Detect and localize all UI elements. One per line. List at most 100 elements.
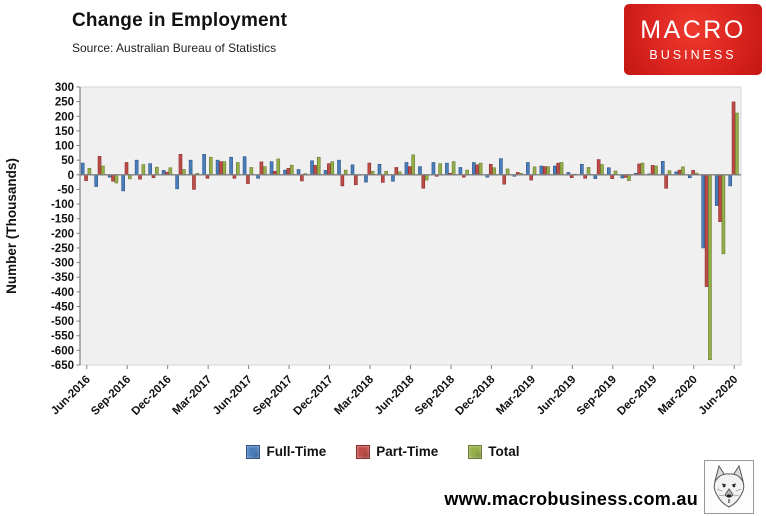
- bar-part-time-Jun-2016: [84, 174, 88, 181]
- logo-line1: MACRO: [640, 15, 746, 44]
- x-tick-label: Dec-2019: [615, 374, 659, 418]
- employment-bar-chart: 300 250 200 150 100 50 0 -50 -100 -150 -200 -250 -30…: [4, 82, 742, 418]
- macrobusiness-logo: MACRO BUSINESS: [624, 4, 762, 75]
- bar-full-time-Jun-2016: [80, 162, 85, 176]
- bar-part-time-Nov-2019: [637, 163, 641, 176]
- site-url: www.macrobusiness.com.au: [444, 489, 698, 509]
- bar-total-Nov-2019: [640, 162, 645, 176]
- chart-header: Change in Employment Source: Australian …: [72, 10, 287, 55]
- bar-total-Jul-2016: [101, 165, 105, 176]
- bar-part-time-Aug-2019: [596, 159, 601, 176]
- bar-total-Jul-2019: [586, 167, 591, 176]
- bar-full-time-Oct-2016: [134, 159, 139, 176]
- y-tick-label: -550: [51, 331, 74, 343]
- bar-total-Jun-2020: [735, 112, 739, 176]
- y-axis-title: Number (Thousands): [4, 158, 19, 294]
- bar-full-time-Jun-2018: [404, 162, 409, 176]
- legend-label: Part-Time: [376, 444, 439, 459]
- bar-part-time-Feb-2020: [677, 169, 682, 176]
- y-tick-label: -200: [51, 228, 74, 240]
- bar-part-time-Dec-2018: [488, 163, 493, 176]
- x-tick-label: Jun-2017: [211, 374, 255, 418]
- legend-item-part-time: Part-Time: [356, 444, 438, 459]
- bar-part-time-Nov-2017: [313, 165, 318, 176]
- bar-part-time-Feb-2017: [192, 174, 196, 190]
- bar-part-time-Jul-2018: [421, 174, 426, 189]
- bar-full-time-Oct-2018: [458, 167, 463, 176]
- x-tick-label: Jun-2016: [49, 374, 93, 418]
- x-tick-label: Dec-2018: [453, 373, 498, 418]
- bar-total-Mar-2019: [532, 166, 537, 176]
- bar-total-Jan-2017: [182, 169, 186, 176]
- bar-full-time-Mar-2017: [202, 154, 206, 176]
- page-title: Change in Employment: [72, 10, 288, 31]
- bar-part-time-May-2020: [718, 174, 722, 222]
- bar-full-time-Jun-2020: [728, 174, 733, 187]
- bar-part-time-Nov-2018: [475, 164, 480, 176]
- y-tick-label: 250: [55, 97, 74, 109]
- y-tick-label: -500: [51, 316, 74, 328]
- bar-total-Aug-2016: [114, 174, 119, 184]
- x-tick-label: Jun-2019: [535, 374, 579, 418]
- x-tick-label: Dec-2017: [291, 374, 335, 418]
- bar-total-Oct-2018: [465, 169, 469, 176]
- bar-full-time-Jun-2017: [242, 156, 247, 176]
- y-tick-label: -400: [51, 287, 74, 299]
- bar-total-Dec-2019: [654, 165, 658, 176]
- bar-full-time-Feb-2018: [350, 164, 355, 176]
- y-tick-label: 50: [61, 155, 74, 167]
- y-tick-label: 100: [55, 141, 74, 153]
- bar-part-time-Dec-2019: [650, 165, 655, 176]
- bar-total-Mar-2017: [209, 156, 213, 176]
- bar-part-time-Mar-2018: [367, 162, 372, 176]
- bar-full-time-Sep-2019: [607, 167, 611, 176]
- bar-part-time-Apr-2018: [381, 174, 385, 183]
- bar-part-time-Apr-2019: [542, 166, 547, 176]
- bar-total-Oct-2016: [141, 164, 146, 176]
- bar-part-time-Apr-2020: [704, 174, 709, 287]
- x-tick-label: Sep-2017: [251, 374, 295, 418]
- bar-total-Jan-2019: [505, 168, 510, 176]
- footer: www.macrobusiness.com.au: [0, 489, 766, 510]
- bar-full-time-Apr-2018: [377, 163, 382, 176]
- total-swatch-icon: [468, 444, 483, 459]
- y-tick-label: -450: [51, 301, 74, 313]
- bar-part-time-Jul-2017: [259, 161, 264, 176]
- y-tick-label: -350: [51, 272, 74, 284]
- y-tick-label: -150: [51, 214, 74, 226]
- bar-total-Dec-2018: [492, 167, 496, 176]
- bar-total-Apr-2019: [546, 166, 550, 176]
- y-tick-label: 300: [55, 82, 74, 94]
- plot-area: [79, 86, 742, 366]
- bar-total-Dec-2016: [168, 167, 173, 176]
- y-tick-label: -250: [51, 243, 74, 255]
- x-tick-label: Sep-2018: [413, 373, 458, 418]
- bar-full-time-Mar-2019: [526, 162, 530, 176]
- bar-full-time-May-2019: [553, 165, 557, 176]
- y-tick-label: -600: [51, 345, 74, 357]
- legend-label: Full-Time: [266, 444, 327, 459]
- y-tick-label: 0: [68, 170, 74, 182]
- bar-total-Sep-2018: [451, 161, 456, 176]
- bar-part-time-Jun-2018: [408, 166, 412, 176]
- bar-part-time-Jan-2017: [178, 154, 183, 176]
- bar-part-time-Jun-2020: [731, 101, 736, 176]
- bar-full-time-Feb-2017: [188, 159, 193, 176]
- x-tick-label: Sep-2019: [575, 374, 619, 418]
- bar-full-time-Sep-2018: [445, 162, 449, 176]
- bar-total-Jan-2018: [343, 169, 348, 176]
- full-time-swatch-icon: [246, 444, 261, 459]
- bar-total-Aug-2018: [438, 163, 442, 176]
- bar-part-time-Aug-2016: [111, 174, 115, 182]
- y-tick-label: -300: [51, 258, 74, 270]
- bar-full-time-May-2018: [391, 174, 395, 182]
- bar-full-time-Apr-2017: [215, 159, 220, 176]
- bar-part-time-Oct-2017: [300, 174, 304, 182]
- bar-full-time-Nov-2018: [472, 162, 476, 176]
- x-tick-label: Mar-2020: [656, 374, 700, 418]
- bar-total-Nov-2017: [316, 156, 321, 176]
- bar-full-time-Jan-2020: [660, 161, 665, 176]
- bar-full-time-Nov-2016: [148, 163, 152, 176]
- bar-total-Apr-2017: [222, 161, 227, 176]
